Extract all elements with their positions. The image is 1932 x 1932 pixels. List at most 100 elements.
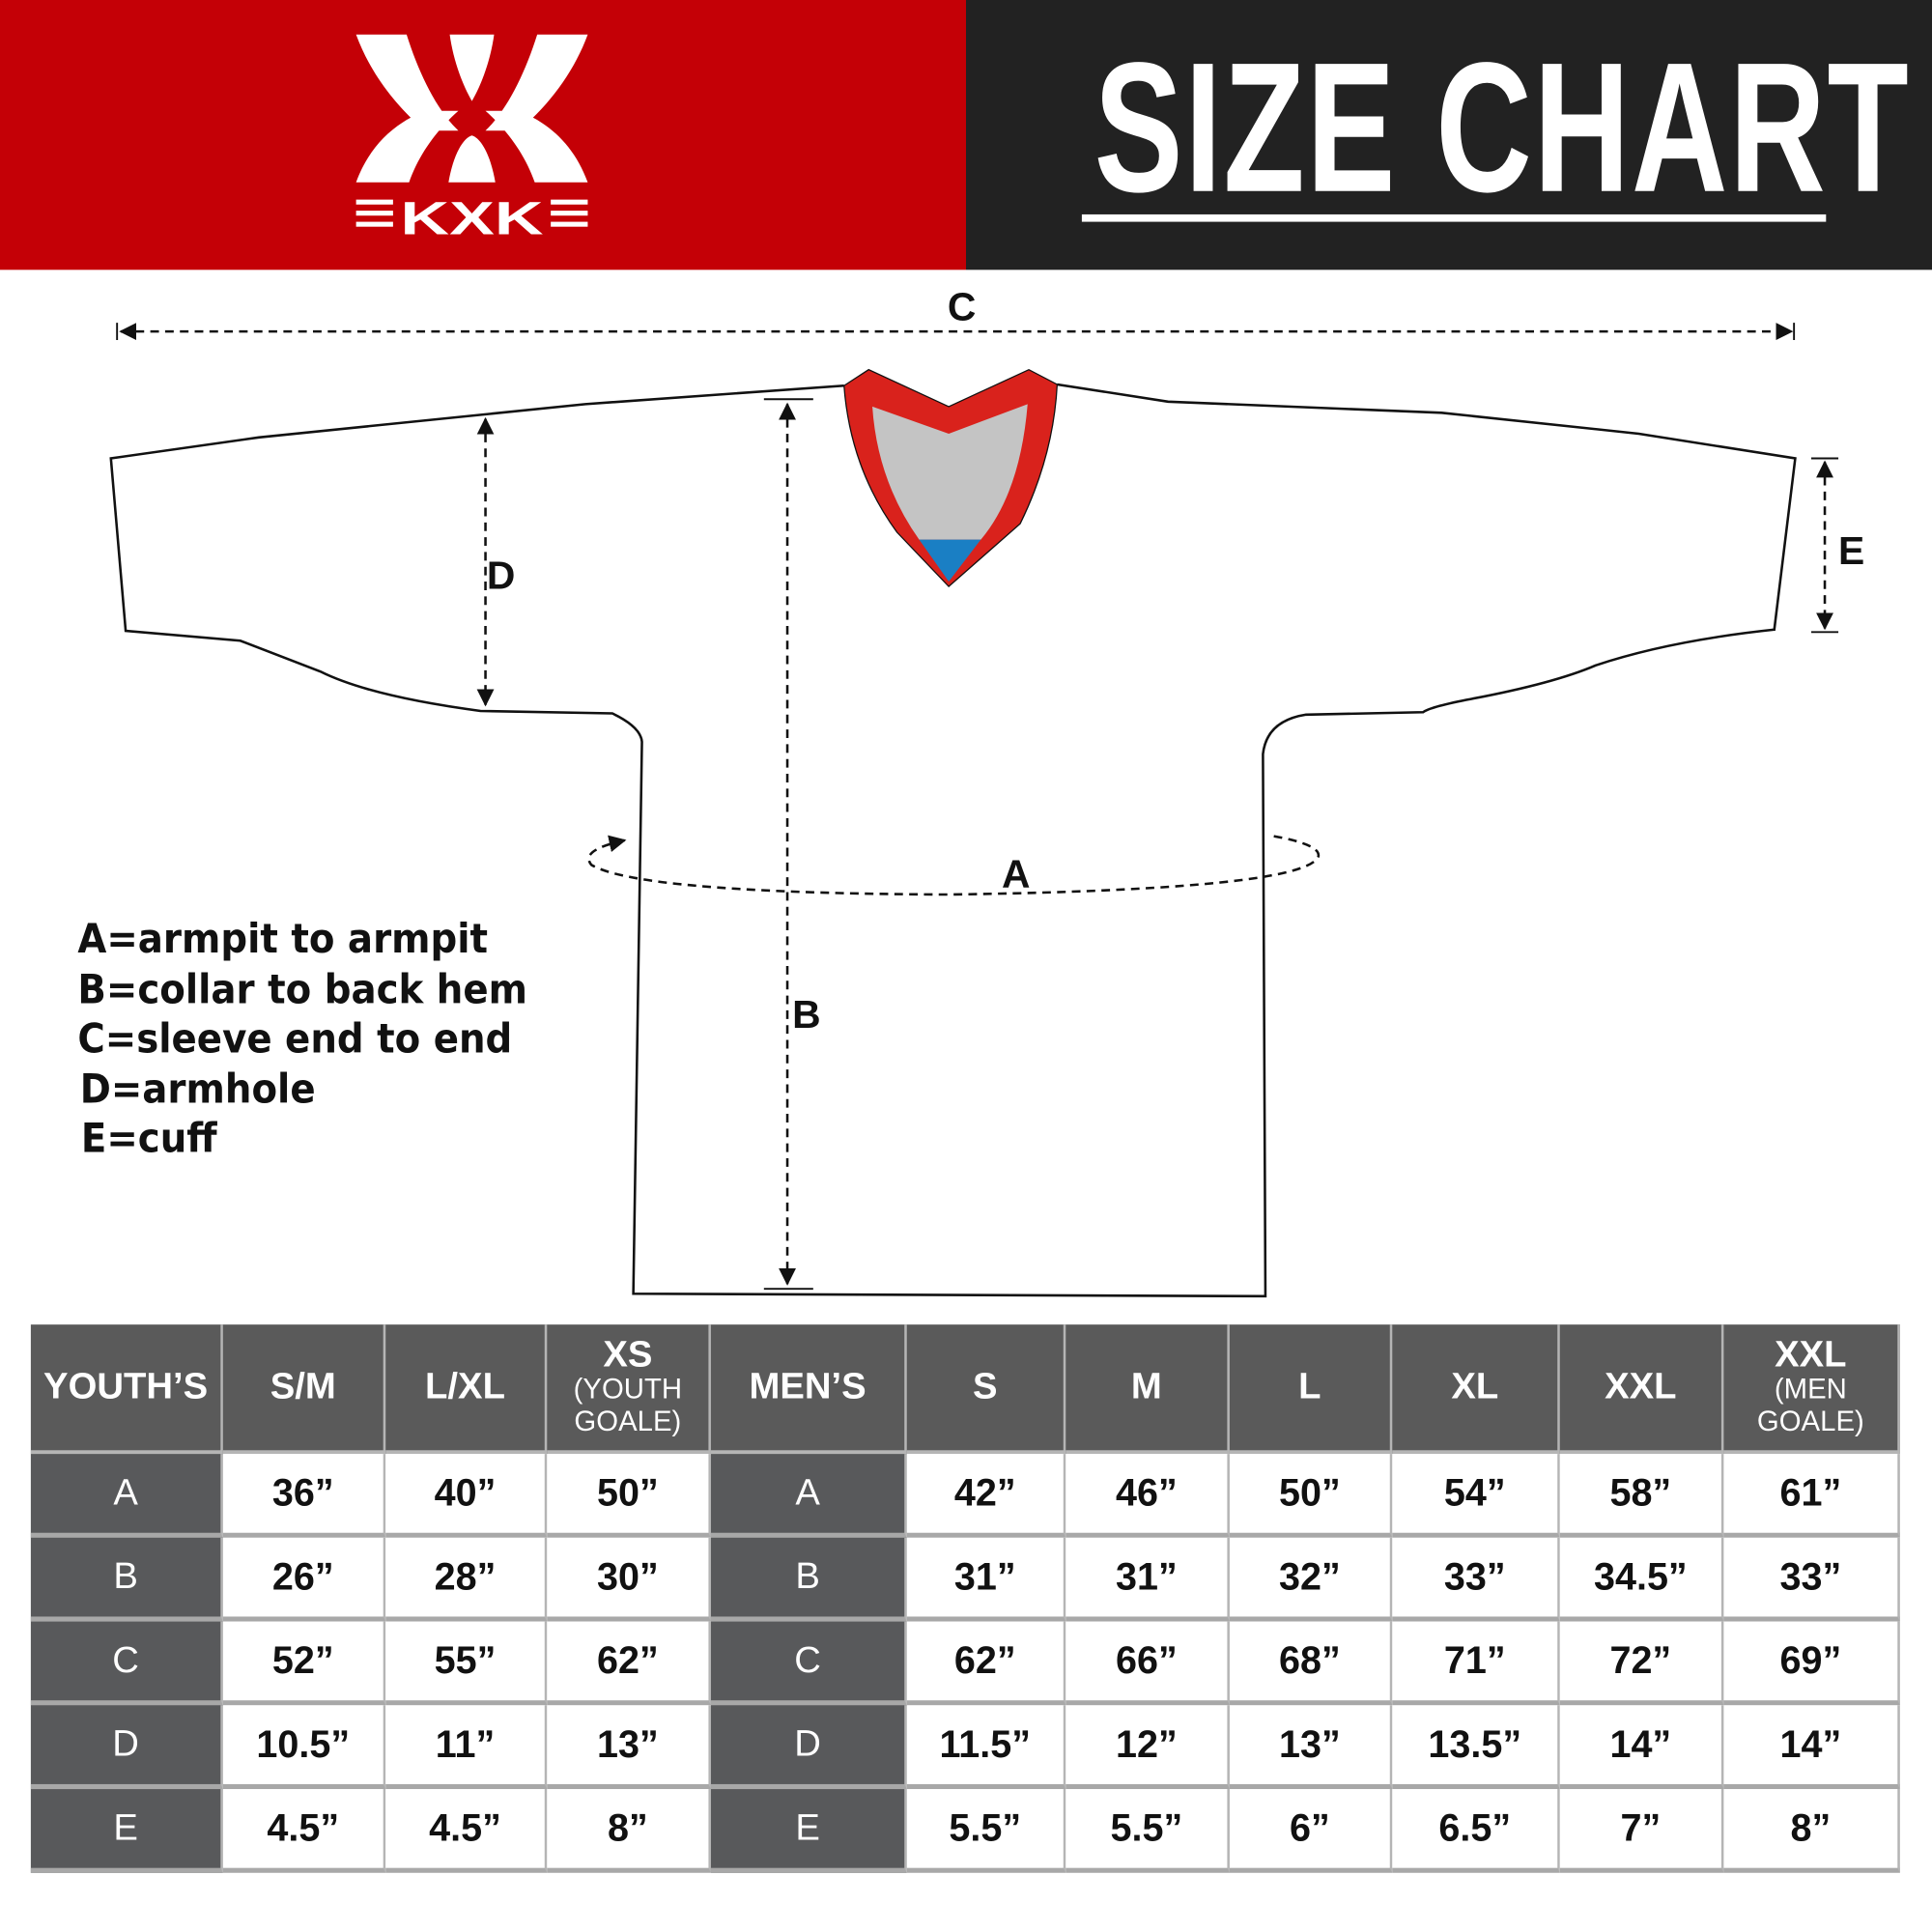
legend-item: A=armpit to armpit: [77, 914, 489, 963]
table-cell: 69”: [1723, 1621, 1900, 1706]
table-cell: 6”: [1229, 1789, 1393, 1873]
page-title: SIZE CHART: [1094, 23, 1911, 231]
column-header-label: S: [972, 1366, 998, 1407]
column-header: YOUTH’S: [30, 1324, 223, 1455]
table-cell: 7”: [1559, 1789, 1724, 1873]
size-table: YOUTH’S S/M L/XL XS (YOUTH GOALE) MEN’S S M L XL X…: [30, 1324, 1900, 1873]
table-cell: 61”: [1723, 1454, 1900, 1538]
column-header: XL: [1392, 1324, 1560, 1455]
label-a: A: [1002, 851, 1030, 895]
row-header: B: [710, 1537, 907, 1622]
column-header-label: MEN’S: [749, 1366, 867, 1407]
table-cell: 66”: [1065, 1621, 1230, 1706]
table-cell: 8”: [547, 1789, 711, 1873]
column-header-sublabel: (YOUTH GOALE): [573, 1372, 683, 1437]
table-row: D 10.5” 11” 13” D 11.5” 12” 13” 13.5” 14” 14”: [30, 1705, 1900, 1790]
logo-text: KXK: [401, 192, 544, 244]
measure-a-loop: [587, 834, 1321, 896]
table-cell: 11”: [385, 1705, 548, 1790]
table-row: C 52” 55” 62” C 62” 66” 68” 71” 72” 69”: [30, 1621, 1900, 1706]
legend-item: D=armhole: [79, 1064, 316, 1113]
table-cell: 50”: [1229, 1454, 1393, 1538]
table-cell: 62”: [906, 1621, 1066, 1706]
column-header: M: [1065, 1324, 1230, 1455]
table-cell: 11.5”: [906, 1705, 1066, 1790]
title-underline: [1081, 213, 1827, 222]
label-d: D: [487, 554, 515, 598]
table-cell: 46”: [1065, 1454, 1230, 1538]
column-header: XS (YOUTH GOALE): [547, 1324, 711, 1455]
column-header: S/M: [222, 1324, 386, 1455]
label-b: B: [792, 992, 820, 1037]
row-header: A: [30, 1454, 223, 1538]
table-cell: 32”: [1229, 1537, 1393, 1622]
row-header: C: [710, 1621, 907, 1706]
table-cell: 31”: [1065, 1537, 1230, 1622]
row-header: D: [710, 1705, 907, 1790]
column-header-sublabel: (MEN GOALE): [1756, 1372, 1864, 1437]
table-cell: 33”: [1392, 1537, 1560, 1622]
table-cell: 50”: [547, 1454, 711, 1538]
table-cell: 40”: [385, 1454, 548, 1538]
table-cell: 42”: [906, 1454, 1066, 1538]
title-panel: [965, 0, 1932, 270]
label-e: E: [1838, 528, 1864, 573]
table-cell: 10.5”: [222, 1705, 386, 1790]
table-row: A 36” 40” 50” A 42” 46” 50” 54” 58” 61”: [30, 1454, 1900, 1538]
table-cell: 4.5”: [385, 1789, 548, 1873]
column-header-label: XXL: [1605, 1366, 1677, 1407]
jersey-diagram: C D B E A: [109, 285, 1864, 1298]
table-cell: 62”: [547, 1621, 711, 1706]
column-header-label: XS: [603, 1334, 653, 1376]
column-header: S: [906, 1324, 1066, 1455]
table-cell: 30”: [547, 1537, 711, 1622]
row-header: E: [710, 1789, 907, 1873]
label-c: C: [948, 285, 976, 329]
table-cell: 6.5”: [1392, 1789, 1560, 1873]
table-cell: 34.5”: [1559, 1537, 1724, 1622]
table-cell: 26”: [222, 1537, 386, 1622]
measurement-legend: A=armpit to armpit B=collar to back hem …: [77, 914, 527, 1163]
table-cell: 31”: [906, 1537, 1066, 1622]
table-cell: 5.5”: [1065, 1789, 1230, 1873]
table-cell: 13”: [547, 1705, 711, 1790]
table-row: B 26” 28” 30” B 31” 31” 32” 33” 34.5” 33”: [30, 1537, 1900, 1622]
table-cell: 5.5”: [906, 1789, 1066, 1873]
column-header: L/XL: [385, 1324, 548, 1455]
column-header-label: XXL: [1775, 1334, 1847, 1376]
column-header-label: M: [1130, 1366, 1162, 1407]
column-header: XXL: [1559, 1324, 1724, 1455]
table-cell: 72”: [1559, 1621, 1724, 1706]
table-cell: 12”: [1065, 1705, 1230, 1790]
column-header-label: XL: [1451, 1366, 1499, 1407]
row-header: D: [30, 1705, 223, 1790]
table-cell: 8”: [1723, 1789, 1900, 1873]
column-header-label: L/XL: [425, 1366, 505, 1407]
table-cell: 55”: [385, 1621, 548, 1706]
table-cell: 13.5”: [1392, 1705, 1560, 1790]
row-header: B: [30, 1537, 223, 1622]
table-cell: 14”: [1559, 1705, 1724, 1790]
row-header: C: [30, 1621, 223, 1706]
table-cell: 13”: [1229, 1705, 1393, 1790]
table-cell: 52”: [222, 1621, 386, 1706]
jersey-outline: [109, 383, 1797, 1298]
column-header: XXL (MEN GOALE): [1723, 1324, 1900, 1455]
column-header-label: YOUTH’S: [43, 1366, 209, 1407]
row-header: A: [710, 1454, 907, 1538]
table-row: E 4.5” 4.5” 8” E 5.5” 5.5” 6” 6.5” 7” 8”: [30, 1789, 1900, 1873]
table-cell: 33”: [1723, 1537, 1900, 1622]
table-cell: 28”: [385, 1537, 548, 1622]
table-cell: 14”: [1723, 1705, 1900, 1790]
kxk-logo: KXK: [355, 34, 588, 244]
table-cell: 58”: [1559, 1454, 1724, 1538]
table-cell: 4.5”: [222, 1789, 386, 1873]
brand-panel: KXK: [0, 0, 966, 270]
legend-item: C=sleeve end to end: [77, 1013, 513, 1063]
table-cell: 54”: [1392, 1454, 1560, 1538]
collar: [843, 368, 1059, 588]
column-header-label: S/M: [270, 1366, 336, 1407]
legend-item: E=cuff: [80, 1114, 217, 1162]
table-cell: 36”: [222, 1454, 386, 1538]
table-cell: 68”: [1229, 1621, 1393, 1706]
